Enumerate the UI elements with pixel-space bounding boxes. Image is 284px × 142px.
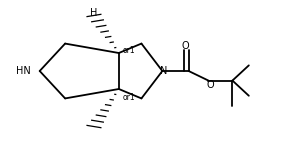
Text: O: O <box>182 41 190 51</box>
Text: HN: HN <box>16 66 31 76</box>
Text: O: O <box>206 80 214 90</box>
Text: H: H <box>90 8 98 18</box>
Text: or1: or1 <box>123 46 135 55</box>
Text: or1: or1 <box>123 93 135 102</box>
Text: N: N <box>160 66 168 76</box>
